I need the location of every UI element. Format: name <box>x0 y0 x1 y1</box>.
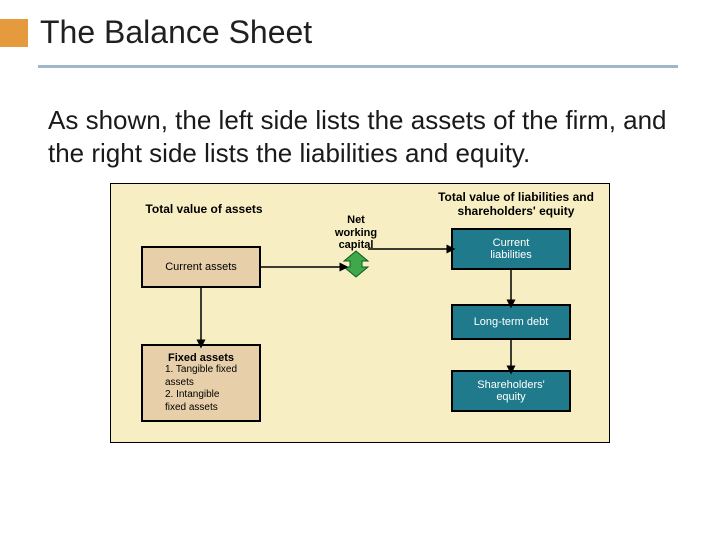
balance-sheet-diagram: Total value of assets Total value of lia… <box>110 183 610 443</box>
title-underline <box>38 65 678 68</box>
page-title: The Balance Sheet <box>40 14 312 51</box>
accent-block <box>0 19 28 47</box>
body-paragraph: As shown, the left side lists the assets… <box>48 104 680 169</box>
diagram-connectors <box>111 184 611 444</box>
title-row: The Balance Sheet <box>0 0 720 51</box>
